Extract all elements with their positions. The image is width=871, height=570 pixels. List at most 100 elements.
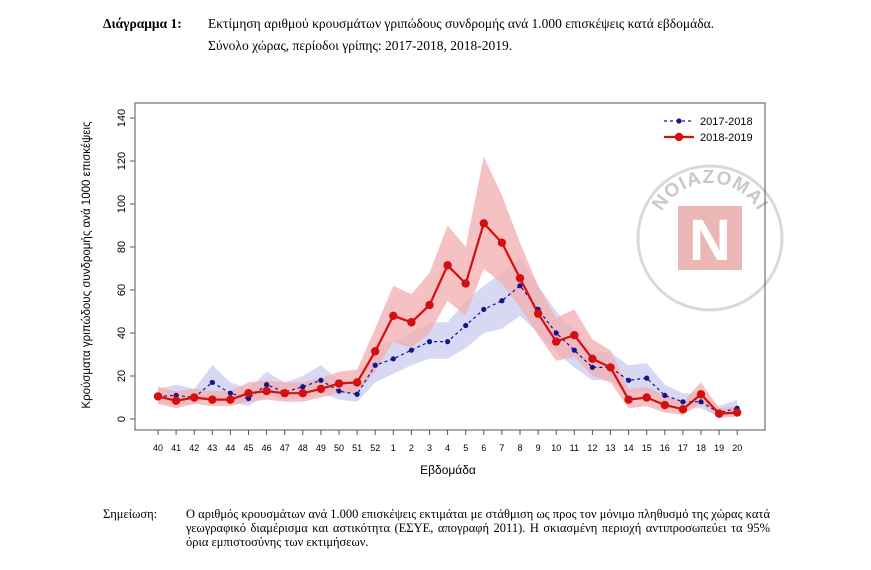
point-2017-2018 (408, 347, 414, 353)
point-2018-2019 (371, 347, 380, 356)
x-tick-label: 45 (243, 443, 253, 453)
point-2017-2018 (372, 362, 378, 368)
point-2017-2018 (626, 377, 632, 383)
point-2017-2018 (318, 377, 324, 383)
confidence-bands (158, 156, 738, 418)
x-tick-label: 43 (207, 443, 217, 453)
x-tick-label: 20 (732, 443, 742, 453)
y-tick-label: 100 (116, 195, 128, 213)
point-2017-2018 (445, 339, 451, 345)
point-2018-2019 (244, 389, 253, 398)
point-2017-2018 (300, 384, 306, 390)
note-label: Σημείωση: (103, 507, 158, 521)
watermark-letter: N (689, 208, 731, 273)
point-2018-2019 (316, 384, 326, 394)
point-2018-2019 (407, 318, 416, 327)
point-2018-2019 (515, 273, 525, 283)
point-2018-2019 (389, 311, 398, 320)
x-tick-label: 16 (660, 443, 670, 453)
y-axis-label: Κρούσματα γριπώδους συνδρομής ανά 1000 ε… (81, 121, 93, 409)
x-tick-label: 9 (536, 443, 541, 453)
y-tick-label: 0 (116, 416, 128, 422)
point-2017-2018 (553, 330, 559, 336)
legend-label: 2017-2018 (700, 116, 753, 128)
point-2017-2018 (499, 298, 505, 304)
band-2018-2019 (158, 156, 738, 418)
x-tick-label: 40 (153, 443, 163, 453)
y-tick-label: 80 (116, 241, 128, 253)
x-tick-label: 2 (409, 443, 414, 453)
x-tick-label: 15 (642, 443, 652, 453)
x-tick-label: 42 (189, 443, 199, 453)
watermark-ring (636, 164, 784, 312)
point-2017-2018 (571, 347, 577, 353)
figure-label: Διάγραμμα 1: (103, 16, 182, 31)
point-2017-2018 (463, 322, 469, 329)
x-tick-label: 17 (678, 443, 688, 453)
x-tick-label: 7 (499, 443, 504, 453)
watermark-square (678, 206, 742, 270)
point-2018-2019 (642, 393, 651, 402)
legend-marker (674, 132, 684, 142)
x-tick-label: 46 (262, 443, 272, 453)
point-2017-2018 (680, 399, 686, 405)
x-tick-label: 3 (427, 443, 432, 453)
y-tick-label: 140 (116, 109, 128, 127)
x-tick-label: 41 (171, 443, 181, 453)
x-axis-label: Εβδομάδα (420, 463, 476, 477)
x-tick-label: 1 (391, 443, 396, 453)
point-2017-2018 (517, 283, 523, 289)
point-2017-2018 (698, 399, 704, 405)
point-2017-2018 (644, 375, 650, 381)
point-2018-2019 (588, 354, 597, 363)
point-2018-2019 (606, 363, 615, 372)
point-2018-2019 (461, 279, 470, 288)
point-2018-2019 (660, 400, 669, 410)
x-tick-label: 50 (334, 443, 344, 453)
point-2018-2019 (298, 389, 307, 398)
legend-marker (676, 118, 682, 124)
x-tick-label: 11 (570, 443, 579, 453)
plot-frame (134, 102, 766, 431)
x-tick-label: 47 (280, 443, 290, 453)
x-tick-label: 48 (298, 443, 308, 453)
x-tick-label: 10 (551, 443, 561, 453)
x-tick-label: 52 (370, 443, 380, 453)
point-2018-2019 (696, 390, 706, 399)
point-2017-2018 (245, 395, 252, 402)
point-2017-2018 (662, 392, 668, 398)
point-2018-2019 (334, 379, 344, 388)
x-tick-label: 19 (714, 443, 724, 453)
y-tick-label: 120 (116, 152, 128, 170)
point-2017-2018 (354, 391, 360, 397)
point-2017-2018 (264, 382, 270, 388)
y-tick-label: 40 (116, 327, 128, 339)
x-tick-label: 18 (696, 443, 706, 453)
x-tick-label: 49 (316, 443, 326, 453)
figure-title: Εκτίμηση αριθμού κρουσμάτων γριπώδους συ… (208, 16, 715, 31)
band-2017-2018 (158, 257, 738, 417)
x-tick-label: 14 (624, 443, 634, 453)
x-tick-label: 51 (352, 443, 362, 453)
point-2017-2018 (426, 339, 433, 345)
point-2018-2019 (552, 337, 561, 346)
point-2018-2019 (262, 386, 271, 396)
point-2018-2019 (153, 392, 163, 401)
point-2018-2019 (714, 409, 724, 418)
x-tick-label: 6 (481, 443, 486, 453)
point-2018-2019 (533, 309, 543, 318)
point-2018-2019 (208, 395, 217, 404)
x-tick-label: 5 (463, 443, 468, 453)
x-tick-label: 44 (225, 443, 235, 453)
point-2018-2019 (624, 395, 633, 404)
point-2017-2018 (227, 390, 233, 396)
point-2018-2019 (352, 378, 362, 387)
point-2017-2018 (209, 379, 215, 386)
point-2017-2018 (481, 306, 487, 312)
chart-legend: 2017-2018 2018-2019 (664, 116, 753, 144)
legend-label: 2018-2019 (700, 132, 753, 144)
x-tick-label: 13 (605, 443, 615, 453)
